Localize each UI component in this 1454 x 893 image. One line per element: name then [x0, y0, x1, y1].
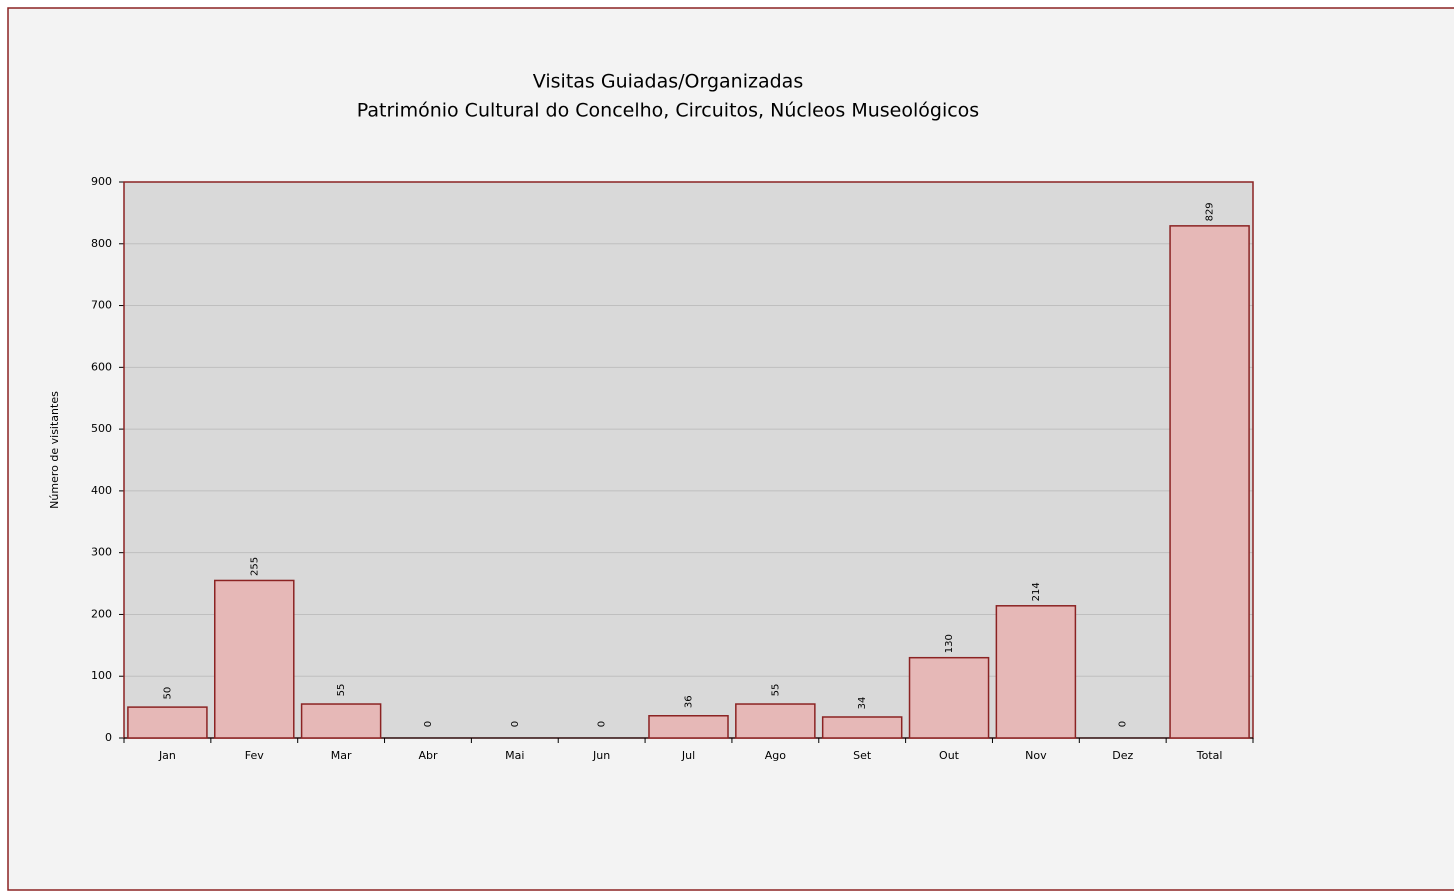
x-tick-label: Total	[1196, 749, 1223, 762]
x-tick-label: Set	[853, 749, 872, 762]
bar	[908, 656, 990, 739]
bar	[995, 605, 1077, 739]
x-tick-label: Jun	[592, 749, 610, 762]
x-tick-label: Ago	[765, 749, 787, 762]
data-label: 0	[423, 721, 434, 727]
chart-title: Visitas Guiadas/Organizadas	[533, 71, 803, 93]
bar	[1169, 225, 1250, 739]
y-tick-label: 800	[91, 237, 112, 250]
data-label: 0	[1118, 721, 1129, 727]
y-tick-label: 500	[91, 422, 112, 435]
x-tick-label: Abr	[418, 749, 438, 762]
y-tick-label: 900	[91, 175, 112, 188]
x-tick-label: Dez	[1112, 749, 1133, 762]
y-tick-label: 600	[91, 360, 112, 373]
data-label: 255	[249, 557, 260, 576]
data-label: 829	[1205, 202, 1216, 221]
x-tick-label: Jan	[158, 749, 176, 762]
data-label: 214	[1031, 582, 1042, 601]
y-tick-label: 200	[91, 607, 112, 620]
bar	[735, 703, 816, 739]
x-tick-label: Mar	[331, 749, 352, 762]
bar	[214, 579, 295, 739]
data-label: 55	[336, 684, 347, 697]
bar	[648, 715, 729, 739]
bar	[300, 703, 382, 739]
x-tick-label: Nov	[1025, 749, 1047, 762]
data-label: 36	[684, 695, 695, 708]
chart-subtitle: Património Cultural do Concelho, Circuit…	[357, 100, 979, 122]
y-tick-label: 400	[91, 484, 112, 497]
data-label: 34	[857, 697, 868, 710]
bar	[127, 706, 208, 739]
y-tick-label: 0	[105, 731, 112, 744]
x-tick-label: Mai	[505, 749, 524, 762]
data-label: 130	[944, 634, 955, 653]
y-tick-label: 700	[91, 299, 112, 312]
bar	[821, 716, 903, 739]
y-tick-label: 100	[91, 669, 112, 682]
data-label: 0	[597, 721, 608, 727]
x-tick-label: Jul	[681, 749, 695, 762]
data-label: 50	[162, 687, 173, 700]
y-tick-label: 300	[91, 546, 112, 559]
x-tick-label: Out	[939, 749, 960, 762]
data-label: 0	[510, 721, 521, 727]
y-axis-label: Número de visitantes	[48, 391, 61, 509]
x-tick-label: Fev	[245, 749, 264, 762]
data-label: 55	[770, 684, 781, 697]
